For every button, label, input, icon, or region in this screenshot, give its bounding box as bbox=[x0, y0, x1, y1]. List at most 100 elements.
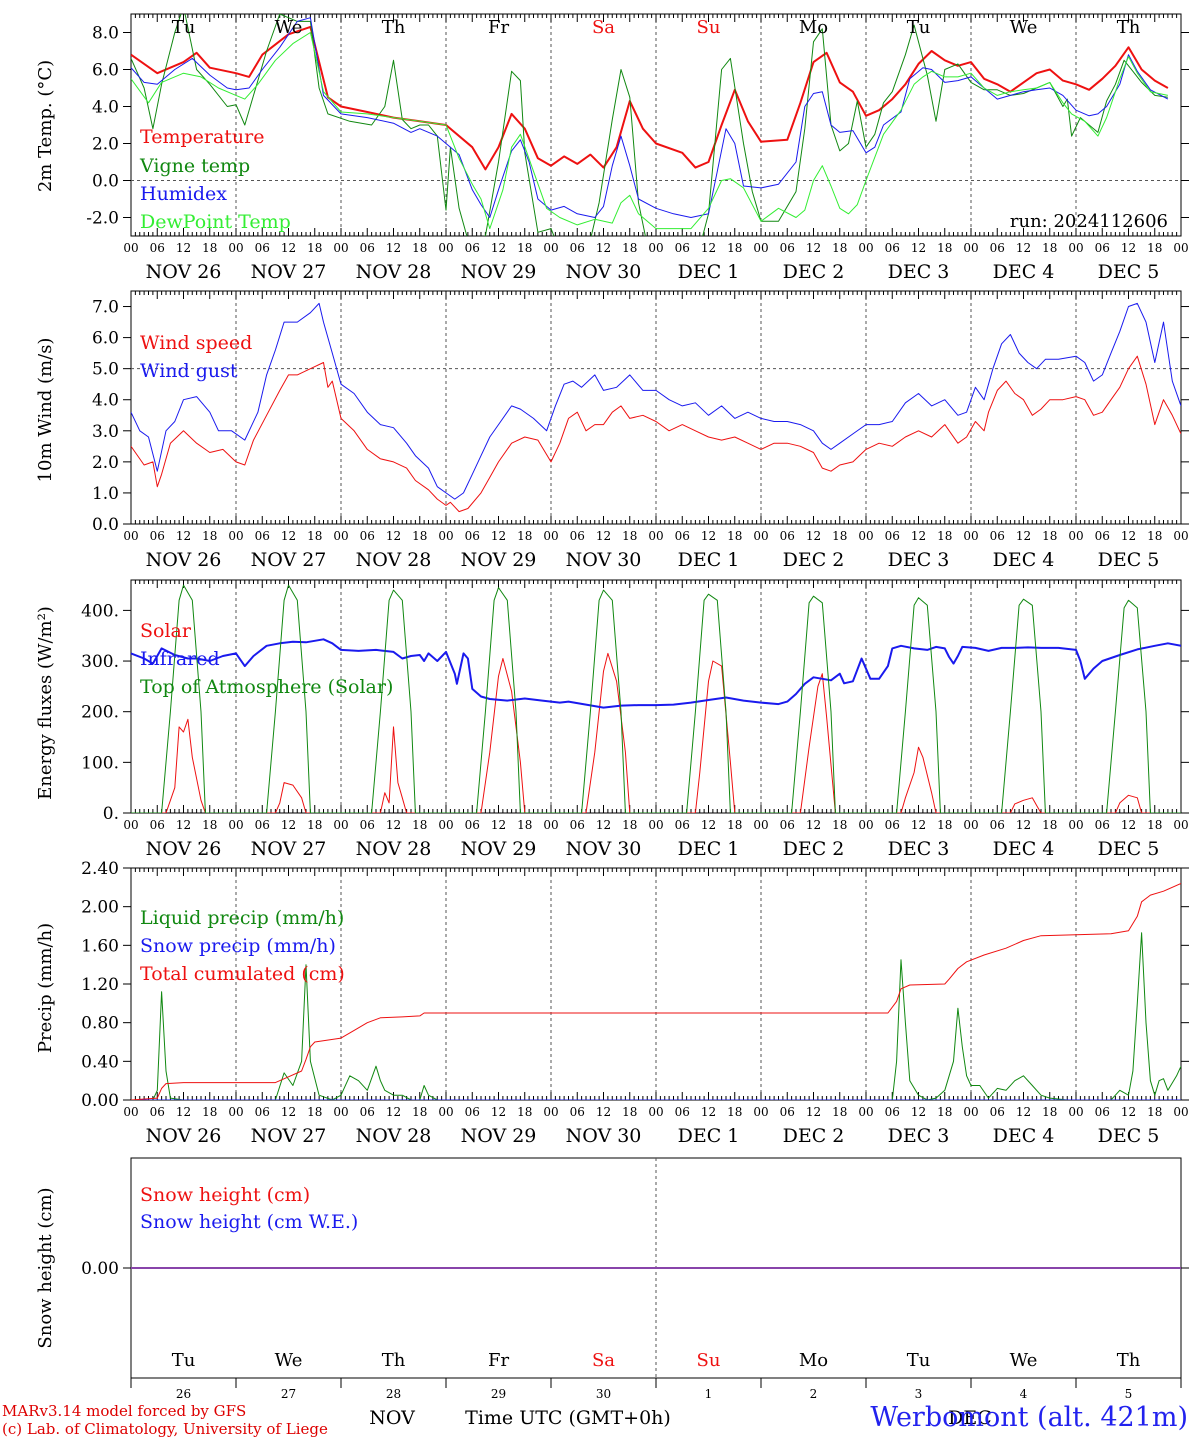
hour-tick-label: 06 bbox=[570, 1105, 585, 1119]
date-label: NOV 30 bbox=[566, 1125, 642, 1147]
panel-2: 0.0 1.0 2.0 3.0 4.0 5.0 6.0 7.0 10m Wind (m/s) Wi… bbox=[35, 290, 1189, 571]
hour-tick-label: 12 bbox=[1016, 818, 1031, 832]
hour-tick-label: 18 bbox=[202, 1105, 217, 1119]
series-line-top-of-atmosphere-solar bbox=[131, 584, 1181, 813]
y-tick-label: 4.0 bbox=[92, 391, 119, 411]
hour-tick-label: 06 bbox=[465, 818, 480, 832]
hour-tick-label: 06 bbox=[255, 241, 270, 255]
hour-tick-label: 00 bbox=[1068, 241, 1083, 255]
date-label: DEC 1 bbox=[678, 1125, 740, 1147]
hour-tick-label: 18 bbox=[412, 241, 427, 255]
day-number-label: 26 bbox=[176, 1387, 191, 1401]
date-label: DEC 2 bbox=[783, 838, 845, 860]
date-label: NOV 29 bbox=[461, 1125, 537, 1147]
footer-model-credit: MARv3.14 model forced by GFS bbox=[2, 1402, 247, 1420]
hour-tick-label: 12 bbox=[806, 529, 821, 543]
hour-tick-label: 00 bbox=[753, 529, 768, 543]
date-label: NOV 30 bbox=[566, 838, 642, 860]
date-label: NOV 26 bbox=[146, 261, 222, 283]
date-label: DEC 5 bbox=[1098, 549, 1160, 571]
hour-tick-label: 00 bbox=[858, 818, 873, 832]
month-label-dec: DEC bbox=[948, 1407, 992, 1429]
date-label: NOV 27 bbox=[251, 549, 327, 571]
legend-entry: Total cumulated (cm) bbox=[140, 963, 345, 985]
date-label: DEC 2 bbox=[783, 261, 845, 283]
hour-tick-label: 18 bbox=[517, 241, 532, 255]
hour-tick-label: 06 bbox=[360, 818, 375, 832]
hour-tick-label: 12 bbox=[1121, 529, 1136, 543]
hour-tick-label: 18 bbox=[307, 1105, 322, 1119]
series-line-infrared bbox=[131, 638, 1181, 709]
hour-tick-label: 00 bbox=[1068, 818, 1083, 832]
weekday-label: Tu bbox=[907, 1350, 931, 1371]
hour-tick-label: 12 bbox=[386, 1105, 401, 1119]
hour-tick-label: 12 bbox=[176, 1105, 191, 1119]
hour-tick-label: 06 bbox=[465, 529, 480, 543]
hour-tick-label: 18 bbox=[727, 241, 742, 255]
hour-tick-label: 18 bbox=[832, 529, 847, 543]
hour-tick-label: 06 bbox=[885, 529, 900, 543]
hour-tick-label: 18 bbox=[622, 818, 637, 832]
weekday-label: Th bbox=[382, 17, 406, 38]
hour-tick-label: 00 bbox=[858, 241, 873, 255]
hour-tick-label: 12 bbox=[596, 241, 611, 255]
date-label: NOV 28 bbox=[356, 261, 432, 283]
y-tick-label: 4.0 bbox=[92, 98, 119, 118]
hour-tick-label: 00 bbox=[333, 818, 348, 832]
panel-3: 0. 100. 200. 300. 400. Energy fluxes (W/m²) So… bbox=[35, 579, 1189, 860]
hour-tick-label: 12 bbox=[701, 1105, 716, 1119]
hour-tick-label: 00 bbox=[648, 1105, 663, 1119]
hour-tick-label: 12 bbox=[281, 818, 296, 832]
date-label: NOV 26 bbox=[146, 1125, 222, 1147]
weekday-label: We bbox=[1010, 1350, 1038, 1371]
hour-tick-label: 00 bbox=[1068, 1105, 1083, 1119]
weekday-label: We bbox=[275, 1350, 303, 1371]
hour-tick-label: 12 bbox=[596, 818, 611, 832]
hour-tick-label: 12 bbox=[491, 1105, 506, 1119]
hour-tick-label: 00 bbox=[1173, 529, 1188, 543]
hour-tick-label: 18 bbox=[1042, 818, 1057, 832]
legend-entry: Snow height (cm) bbox=[140, 1184, 310, 1206]
day-number-label: 4 bbox=[1020, 1387, 1028, 1401]
date-label: DEC 4 bbox=[993, 261, 1055, 283]
date-label: DEC 2 bbox=[783, 1125, 845, 1147]
date-label: NOV 29 bbox=[461, 261, 537, 283]
hour-tick-label: 06 bbox=[990, 241, 1005, 255]
y-tick-label: 0.00 bbox=[81, 1259, 119, 1279]
weekday-label: Mo bbox=[799, 1350, 828, 1371]
y-tick-label: 2.40 bbox=[81, 859, 119, 879]
day-number-label: 27 bbox=[281, 1387, 296, 1401]
y-tick-label: 3.0 bbox=[92, 422, 119, 442]
date-label: NOV 29 bbox=[461, 549, 537, 571]
hour-tick-label: 00 bbox=[1173, 818, 1188, 832]
hour-tick-label: 18 bbox=[202, 818, 217, 832]
y-tick-label: 0.0 bbox=[92, 515, 119, 535]
legend-entry: Humidex bbox=[140, 183, 227, 205]
hour-tick-label: 18 bbox=[517, 818, 532, 832]
hour-tick-label: 00 bbox=[438, 241, 453, 255]
hour-tick-label: 06 bbox=[465, 241, 480, 255]
day-number-label: 1 bbox=[705, 1387, 713, 1401]
hour-tick-label: 12 bbox=[806, 818, 821, 832]
y-tick-label: 0.80 bbox=[81, 1014, 119, 1034]
hour-tick-label: 12 bbox=[491, 529, 506, 543]
hour-tick-label: 00 bbox=[333, 241, 348, 255]
y-tick-label: 1.20 bbox=[81, 975, 119, 995]
hour-tick-label: 00 bbox=[438, 1105, 453, 1119]
hour-tick-label: 18 bbox=[937, 1105, 952, 1119]
date-label: NOV 30 bbox=[566, 261, 642, 283]
hour-tick-label: 00 bbox=[1173, 241, 1188, 255]
y-tick-label: 0.0 bbox=[92, 172, 119, 192]
y-axis-label: Snow height (cm) bbox=[35, 1187, 56, 1348]
hour-tick-label: 06 bbox=[675, 1105, 690, 1119]
hour-tick-label: 18 bbox=[307, 529, 322, 543]
hour-tick-label: 06 bbox=[150, 1105, 165, 1119]
weekday-label: Tu bbox=[172, 17, 196, 38]
y-tick-label: 1.60 bbox=[81, 936, 119, 956]
hour-tick-label: 06 bbox=[780, 1105, 795, 1119]
date-label: DEC 1 bbox=[678, 261, 740, 283]
date-label: NOV 29 bbox=[461, 838, 537, 860]
series-line-humidex bbox=[131, 17, 1169, 218]
hour-tick-label: 06 bbox=[570, 529, 585, 543]
weekday-label: Fr bbox=[488, 17, 509, 38]
